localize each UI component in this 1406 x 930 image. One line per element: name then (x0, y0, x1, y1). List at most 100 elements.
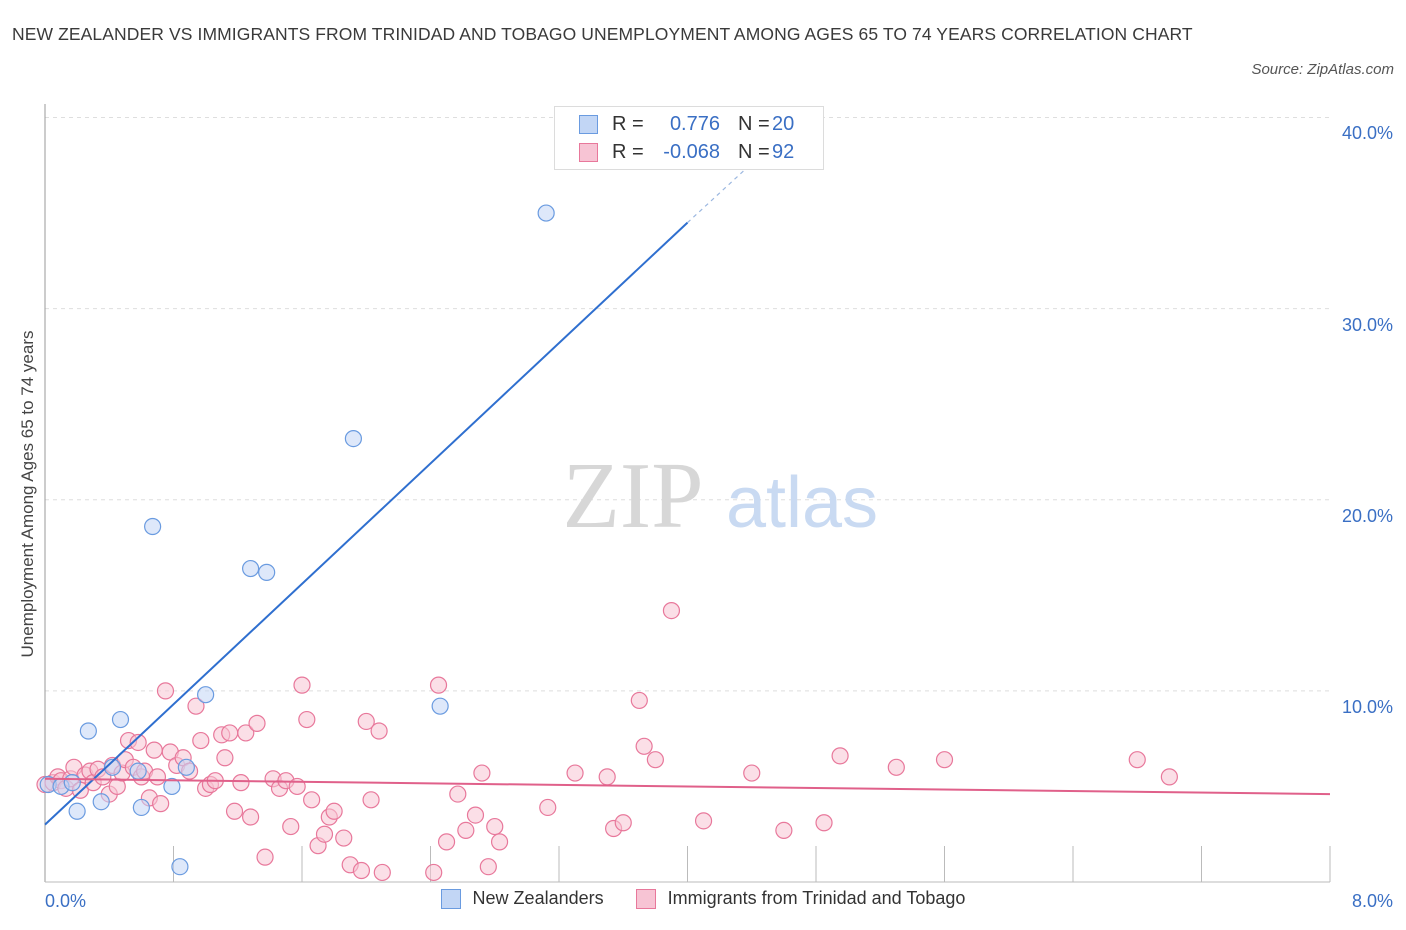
y-tick-40: 40.0% (1341, 123, 1393, 143)
x-tick-max: 8.0% (1351, 891, 1393, 911)
data-point (225, 802, 244, 820)
data-point (293, 676, 311, 694)
watermark: ZIP atlas (563, 444, 879, 548)
data-point (177, 758, 195, 776)
data-point (68, 802, 86, 820)
data-point (303, 791, 321, 809)
legend-label: New Zealanders (472, 888, 604, 908)
data-point (79, 722, 97, 740)
swatch-pink (579, 142, 598, 162)
data-point (1160, 768, 1178, 786)
x-tick-min: 0.0% (45, 891, 87, 911)
data-point (598, 768, 616, 786)
data-point (425, 863, 443, 882)
data-point (815, 814, 833, 832)
data-point (357, 712, 375, 731)
trend-line-extension (687, 162, 753, 224)
svg-text:ZIP: ZIP (563, 444, 704, 548)
trend-line-new-zealanders (44, 221, 689, 826)
data-point (152, 795, 170, 813)
legend-label: Immigrants from Trinidad and Tobago (667, 888, 966, 908)
data-point (129, 733, 147, 752)
data-point (457, 821, 475, 839)
data-point (614, 814, 632, 832)
grid-layer (45, 117, 1330, 692)
legend-item-new-zealanders[interactable]: New Zealanders (440, 888, 604, 909)
data-point (1128, 751, 1146, 769)
data-point (831, 747, 849, 765)
data-point (775, 821, 793, 839)
data-point (466, 806, 485, 824)
data-point (325, 802, 343, 820)
r-value: 0.776 (669, 112, 720, 135)
data-point (256, 848, 274, 866)
r-label: R = (612, 112, 644, 135)
trend-line-trinidad (44, 777, 1331, 796)
data-point (490, 833, 509, 851)
data-point (92, 793, 110, 811)
data-point (646, 751, 664, 769)
trend-layer (44, 162, 1331, 826)
data-point (935, 751, 954, 769)
data-point (232, 774, 250, 792)
data-point (315, 825, 334, 843)
data-point (479, 858, 497, 876)
data-point (163, 777, 181, 796)
data-point (282, 817, 300, 836)
data-point (429, 676, 448, 694)
data-point (344, 429, 362, 448)
data-point (248, 714, 266, 732)
data-point (449, 785, 467, 803)
series-trinidad-tobago (36, 602, 1178, 882)
data-point (662, 602, 681, 620)
data-point (373, 863, 391, 882)
n-value: 92 (772, 140, 795, 163)
data-point (630, 691, 648, 710)
data-point (539, 798, 557, 817)
data-point (145, 741, 163, 759)
svg-text:atlas: atlas (726, 463, 878, 543)
data-point (192, 731, 210, 750)
data-point (242, 808, 260, 826)
data-point (171, 858, 189, 876)
data-point (111, 710, 130, 729)
data-point (237, 724, 255, 742)
data-point (473, 764, 491, 782)
data-point (148, 768, 167, 786)
data-point (156, 682, 175, 700)
data-point (537, 204, 555, 222)
n-value: 20 (772, 112, 795, 135)
y-tick-10: 10.0% (1341, 697, 1393, 717)
series-new-zealanders (39, 204, 555, 876)
data-point (352, 861, 371, 880)
data-point (132, 798, 150, 817)
data-point (362, 791, 380, 809)
stats-row-new-zealanders: R = 0.776 N = 20 (579, 110, 794, 138)
data-point (486, 817, 504, 836)
legend-item-trinidad[interactable]: Immigrants from Trinidad and Tobago (635, 888, 966, 909)
stats-row-trinidad: R = -0.068 N = 92 (579, 138, 794, 166)
data-point (221, 724, 239, 742)
swatch-blue (579, 114, 598, 134)
data-point (437, 833, 456, 851)
chart-title: NEW ZEALANDER VS IMMIGRANTS FROM TRINIDA… (12, 24, 1193, 44)
data-point (370, 722, 388, 740)
data-point (635, 737, 653, 755)
data-point (129, 762, 147, 780)
source-label: Source: ZipAtlas.com (1251, 61, 1394, 78)
data-point (187, 697, 205, 715)
series-legend: New Zealanders Immigrants from Trinidad … (0, 888, 1406, 909)
data-point (335, 829, 353, 847)
stats-legend: R = 0.776 N = 20 R = -0.068 N = 92 (554, 106, 824, 170)
data-point (694, 812, 713, 830)
n-label: N = (738, 112, 770, 135)
n-label: N = (738, 140, 770, 163)
r-label: R = (612, 140, 644, 163)
data-point (258, 563, 276, 581)
y-tick-20: 20.0% (1341, 506, 1393, 526)
legend-swatch-blue (440, 888, 461, 909)
axis-layer (44, 104, 1331, 883)
data-point (566, 764, 584, 782)
data-point (431, 697, 449, 715)
